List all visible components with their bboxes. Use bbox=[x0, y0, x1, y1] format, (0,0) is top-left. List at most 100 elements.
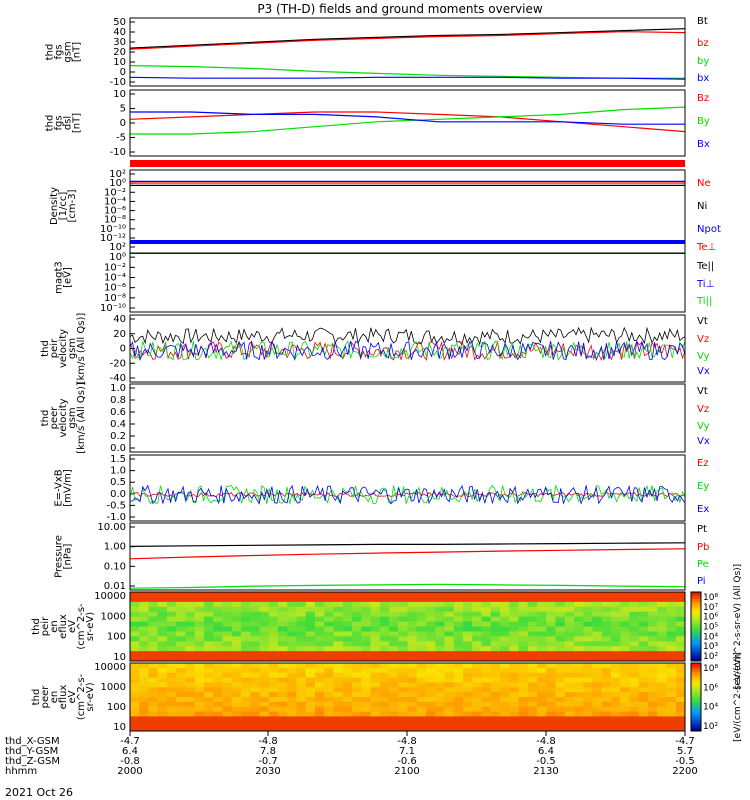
spectrogram-cell bbox=[333, 716, 344, 722]
spectrogram-cell bbox=[352, 636, 362, 642]
spectrogram-cell bbox=[222, 651, 233, 657]
spectrogram-cell bbox=[500, 636, 510, 642]
spectrogram-cell bbox=[250, 626, 260, 632]
spectrogram-cell bbox=[592, 672, 603, 679]
blue-band bbox=[130, 240, 685, 244]
spectrogram-cell bbox=[157, 656, 168, 662]
spectrogram-cell bbox=[666, 721, 677, 727]
spectrogram-cell bbox=[444, 636, 455, 642]
spectrogram-cell bbox=[555, 656, 566, 662]
spectrogram-cell bbox=[352, 667, 362, 674]
x-tick-label: -4.7 bbox=[675, 736, 695, 747]
spectrogram-cell bbox=[222, 626, 233, 632]
spectrogram-cell bbox=[648, 641, 658, 647]
spectrogram-cell bbox=[527, 687, 538, 693]
spectrogram-cell bbox=[315, 601, 325, 608]
spectrogram-cell bbox=[407, 677, 418, 683]
spectrogram-cell bbox=[250, 692, 260, 698]
spectrogram-cell bbox=[213, 663, 223, 669]
spectrogram-cell bbox=[176, 701, 186, 708]
y-axis-label-line: sr-eV) bbox=[85, 682, 96, 711]
spectrogram-cell bbox=[472, 697, 482, 703]
spectrogram-cell bbox=[361, 716, 371, 722]
spectrogram-cell bbox=[268, 636, 279, 642]
spectrogram-cell bbox=[231, 651, 242, 657]
spectrogram-cell bbox=[592, 721, 603, 727]
spectrogram-cell bbox=[287, 672, 297, 679]
spectrogram-cell bbox=[620, 596, 630, 603]
colorbar-cell bbox=[691, 703, 701, 707]
spectrogram-cell bbox=[268, 596, 279, 603]
spectrogram-cell bbox=[213, 726, 223, 732]
spectrogram-cell bbox=[231, 663, 242, 669]
spectrogram-cell bbox=[444, 611, 455, 618]
spectrogram-cell bbox=[139, 596, 149, 603]
spectrogram-cell bbox=[268, 692, 279, 698]
spectrogram-cell bbox=[139, 677, 149, 683]
spectrogram-cell bbox=[204, 621, 214, 627]
y-axis-label-line: en bbox=[49, 691, 60, 704]
spectrogram-cell bbox=[416, 651, 427, 657]
spectrogram-cell bbox=[167, 716, 177, 722]
spectrogram-cell bbox=[583, 636, 593, 642]
spectrogram-cell bbox=[518, 621, 529, 627]
spectrogram-cell bbox=[361, 596, 371, 603]
spectrogram-cell bbox=[444, 616, 455, 623]
spectrogram-cell bbox=[241, 721, 251, 727]
spectrogram-cell bbox=[305, 711, 316, 717]
spectrogram-cell bbox=[333, 692, 344, 698]
spectrogram-cell bbox=[370, 621, 381, 627]
spectrogram-cell bbox=[490, 687, 501, 693]
spectrogram-cell bbox=[315, 616, 325, 623]
spectrogram-cell bbox=[361, 592, 371, 598]
spectrogram-cell bbox=[435, 601, 445, 608]
spectrogram-cell bbox=[564, 606, 575, 613]
spectrogram-cell bbox=[583, 611, 593, 618]
spectrogram-cell bbox=[389, 667, 399, 674]
spectrogram-cell bbox=[204, 706, 214, 713]
spectrogram-cell bbox=[241, 601, 251, 608]
spectrogram-cell bbox=[241, 663, 251, 669]
spectrogram-cell bbox=[287, 592, 297, 598]
spectrogram-cell bbox=[185, 682, 196, 688]
spectrogram-cell bbox=[213, 631, 223, 637]
spectrogram-cell bbox=[537, 616, 547, 623]
spectrogram-cell bbox=[204, 606, 214, 613]
spectrogram-cell bbox=[130, 601, 140, 608]
spectrogram-cell bbox=[287, 721, 297, 727]
spectrogram-cell bbox=[231, 701, 242, 708]
spectrogram-cell bbox=[416, 687, 427, 693]
spectrogram-cell bbox=[157, 663, 168, 669]
spectrogram-cell bbox=[453, 711, 464, 717]
spectrogram-cell bbox=[546, 677, 556, 683]
spectrogram-cell bbox=[176, 672, 186, 679]
spectrogram-cell bbox=[148, 596, 159, 603]
y-tick-label: 20 bbox=[113, 47, 126, 58]
spectrogram-cell bbox=[204, 611, 214, 618]
y-axis-label-line: thd bbox=[31, 689, 42, 706]
spectrogram-cell bbox=[130, 606, 140, 613]
spectrogram-cell bbox=[222, 631, 233, 637]
y-tick-label: 10 bbox=[113, 722, 126, 733]
spectrogram-cell bbox=[259, 641, 270, 647]
y-axis-label: E=-VxB[mV/m] bbox=[54, 469, 74, 507]
spectrogram-cell bbox=[315, 687, 325, 693]
spectrogram-cell bbox=[324, 616, 334, 623]
spectrogram-cell bbox=[453, 596, 464, 603]
spectrogram-cell bbox=[574, 596, 584, 603]
panel-frame bbox=[129, 591, 686, 662]
spectrogram-cell bbox=[130, 697, 140, 703]
spectrogram-cell bbox=[213, 626, 223, 632]
spectrogram-cell bbox=[231, 721, 242, 727]
spectrogram-cell bbox=[444, 656, 455, 662]
spectrogram-cell bbox=[648, 611, 658, 618]
spectrogram-cell bbox=[278, 641, 288, 647]
legend-item: Pb bbox=[697, 542, 709, 553]
spectrogram-cell bbox=[157, 626, 168, 632]
spectrogram-cell bbox=[204, 663, 214, 669]
spectrogram-cell bbox=[398, 636, 408, 642]
spectrogram-cell bbox=[601, 596, 612, 603]
spectrogram-cell bbox=[324, 626, 334, 632]
spectrogram-cell bbox=[194, 672, 205, 679]
